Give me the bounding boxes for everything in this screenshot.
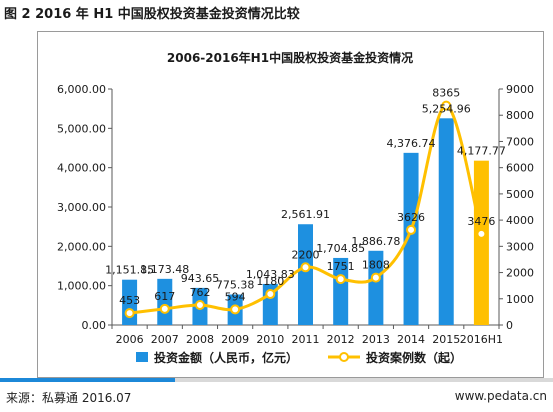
line-value-label: 1180 [256,275,284,288]
line-point [406,224,417,235]
line-point [476,228,487,239]
line-value-label: 3626 [397,211,425,224]
y-right-tick-label: 6000 [506,162,534,175]
line-value-label: 2200 [292,248,320,261]
y-left-tick-label: 0.00 [82,319,107,332]
y-right-tick-label: 7000 [506,135,534,148]
x-tick-label: 2007 [151,333,179,346]
line-value-label: 1808 [362,259,390,272]
y-right-tick-label: 4000 [506,214,534,227]
y-right-tick-label: 2000 [506,267,534,280]
chart-frame: 2006-2016年H1中国股权投资基金投资情况 0.00 1,000.00 2,0… [37,31,544,378]
y-right-tick-label: 8000 [506,109,534,122]
line-value-label: 617 [154,290,175,303]
x-tick-label: 2011 [292,333,320,346]
legend-swatch-amount [136,352,148,362]
line-value-label: 594 [225,290,246,303]
x-tick-label: 2009 [221,333,249,346]
legend-marker-count [339,352,349,362]
footer-divider-accent [0,378,175,382]
line-point [370,272,381,283]
line-value-label: 453 [119,294,140,307]
line-point [159,303,170,314]
y-left-tick-label: 6,000.00 [57,83,106,96]
legend: 投资金额（人民币，亿元） 投资案例数（起） [136,350,462,365]
line-value-label: 1751 [327,260,355,273]
bar [368,250,384,325]
x-tick-label: 2016H1 [460,333,503,346]
legend-label-count: 投资案例数（起） [366,350,462,365]
y-right-tick-label: 9000 [506,83,534,96]
line-point [124,308,135,319]
website-link[interactable]: www.pedata.cn [454,389,547,403]
x-tick-label: 2010 [256,333,284,346]
bar-value-label: 1,173.48 [140,263,189,276]
y-right-tick-label: 5000 [506,188,534,201]
bar [438,118,454,326]
y-right-tick-label: 3000 [506,240,534,253]
x-tick-label: 2012 [327,333,355,346]
bar-value-label: 4,177.77 [457,145,506,158]
y-right-tick-label: 0 [506,319,513,332]
line-point [300,262,311,273]
bar-value-label: 1,151.85 [105,264,154,277]
bar-value-label: 1,043.83 [246,268,295,281]
bar [333,257,349,325]
x-tick-label: 2013 [362,333,390,346]
line-value-label: 762 [189,286,210,299]
line-point [335,274,346,285]
line-point [441,100,452,111]
legend-label-amount: 投资金额（人民币，亿元） [154,350,298,365]
x-tick-label: 2014 [397,333,425,346]
y-left-tick-label: 2,000.00 [57,240,106,253]
bar [403,152,419,325]
line-point [230,304,241,315]
line-value-label: 8365 [432,87,460,100]
bar-value-label: 5,254.96 [422,102,471,115]
bar-value-label: 1,704.85 [316,242,365,255]
x-tick-label: 2008 [186,333,214,346]
bar-value-label: 943.65 [181,272,220,285]
plot-area: 0.00 1,000.00 2,000.00 3,000.00 4,000.00 5,00… [57,83,534,346]
bar-value-label: 775.38 [216,279,255,292]
footer-divider [0,378,553,382]
line-point [265,289,276,300]
y-right-tick-label: 1000 [506,293,534,306]
chart-title: 2006-2016年H1中国股权投资基金投资情况 [167,50,413,65]
y-left-tick-label: 1,000.00 [57,280,106,293]
bar [157,278,173,325]
figure-caption: 图 2 2016 年 H1 中国股权投资基金投资情况比较 [4,7,300,22]
x-tick-label: 2006 [116,333,144,346]
y-left-tick-label: 3,000.00 [57,201,106,214]
bar [298,224,313,325]
y-left-tick-label: 5,000.00 [57,122,106,135]
bar-value-label: 1,886.78 [351,235,400,248]
line-point [194,300,205,311]
bar-value-label: 4,376.74 [387,137,436,150]
bar-value-label: 2,561.91 [281,208,330,221]
x-tick-label: 2015 [432,333,460,346]
source-note: 来源：私募通 2016.07 [6,391,132,405]
chart: 2006-2016年H1中国股权投资基金投资情况 0.00 1,000.00 2,0… [57,50,534,365]
line-value-label: 3476 [467,215,495,228]
y-left-tick-label: 4,000.00 [57,162,106,175]
bar [473,160,489,325]
